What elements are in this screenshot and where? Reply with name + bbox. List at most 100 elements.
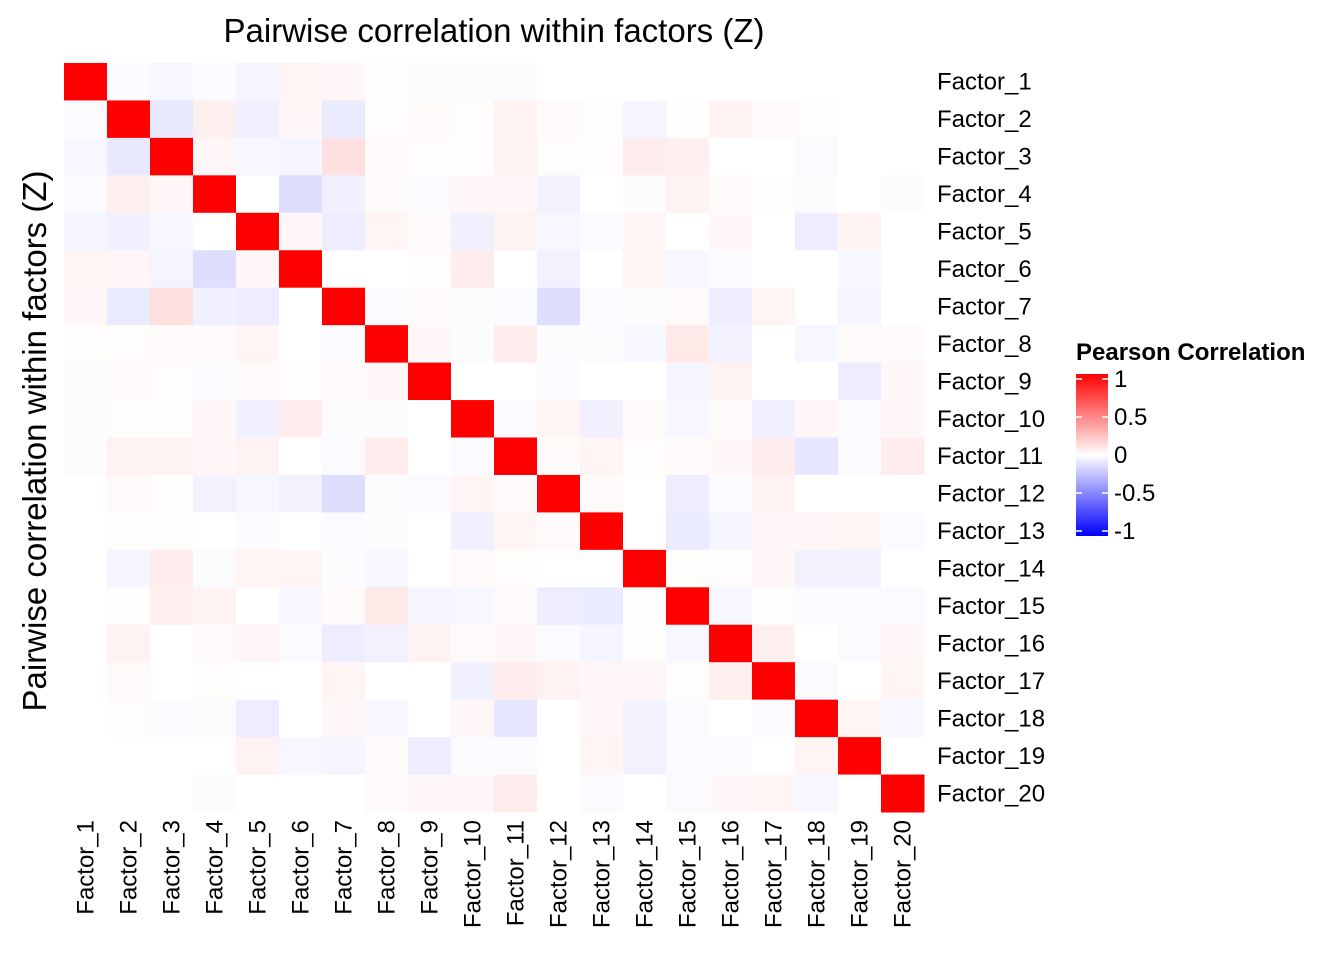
- heatmap-cell: [838, 737, 882, 776]
- heatmap-cell: [236, 100, 280, 139]
- heatmap-cell: [709, 250, 753, 289]
- heatmap-cell: [365, 587, 409, 626]
- heatmap-cell: [107, 212, 151, 251]
- heatmap-cell: [64, 549, 108, 588]
- heatmap-cell: [709, 549, 753, 588]
- heatmap-cell: [365, 362, 409, 401]
- heatmap-cell: [494, 362, 538, 401]
- heatmap-cell: [150, 549, 194, 588]
- heatmap-cell: [709, 774, 753, 813]
- heatmap-cell: [322, 512, 366, 551]
- heatmap-cell: [408, 587, 452, 626]
- heatmap-cell: [537, 100, 581, 139]
- heatmap-cell: [107, 587, 151, 626]
- column-label: Factor_4: [202, 820, 229, 915]
- heatmap-cell: [580, 549, 624, 588]
- heatmap-cell: [752, 437, 796, 476]
- heatmap-cell: [666, 287, 710, 326]
- heatmap-cell: [408, 662, 452, 701]
- heatmap-cell: [494, 100, 538, 139]
- column-label: Factor_16: [718, 820, 745, 928]
- heatmap-cell: [580, 212, 624, 251]
- heatmap-cell: [408, 137, 452, 176]
- heatmap-cell: [881, 699, 925, 738]
- heatmap-cell: [623, 325, 667, 364]
- heatmap-cell: [709, 287, 753, 326]
- heatmap-cell: [451, 137, 495, 176]
- heatmap-cell: [752, 325, 796, 364]
- heatmap-cell: [279, 774, 323, 813]
- heatmap-cell: [322, 100, 366, 139]
- heatmap-cell: [838, 662, 882, 701]
- heatmap-cell: [666, 250, 710, 289]
- heatmap-cell: [881, 325, 925, 364]
- heatmap-cell: [322, 250, 366, 289]
- heatmap-cell: [580, 437, 624, 476]
- heatmap-cell: [236, 512, 280, 551]
- heatmap-cell: [838, 325, 882, 364]
- heatmap-cell: [537, 774, 581, 813]
- heatmap-cell: [623, 437, 667, 476]
- heatmap-cell: [623, 100, 667, 139]
- heatmap-cell: [709, 624, 753, 663]
- heatmap-cell: [64, 212, 108, 251]
- heatmap-cell: [107, 400, 151, 438]
- heatmap-cell: [881, 175, 925, 214]
- heatmap-cell: [64, 137, 108, 176]
- heatmap-cell: [537, 175, 581, 214]
- heatmap-cell: [752, 137, 796, 176]
- heatmap-cell: [838, 624, 882, 663]
- heatmap-cell: [666, 437, 710, 476]
- heatmap-cell: [537, 325, 581, 364]
- heatmap-cell: [795, 325, 839, 364]
- heatmap-cell: [193, 549, 237, 588]
- heatmap-cell: [709, 737, 753, 776]
- heatmap-cell: [150, 662, 194, 701]
- legend-tick-label: -0.5: [1114, 480, 1155, 507]
- heatmap-cell: [150, 587, 194, 626]
- heatmap-cell: [193, 325, 237, 364]
- row-label: Factor_13: [937, 518, 1045, 545]
- heatmap-cell: [150, 400, 194, 438]
- heatmap-cell: [107, 362, 151, 401]
- heatmap-cell: [623, 287, 667, 326]
- heatmap-cell: [150, 250, 194, 289]
- heatmap-cell: [666, 512, 710, 551]
- heatmap-cell: [193, 287, 237, 326]
- heatmap-cell: [64, 362, 108, 401]
- heatmap-cell: [236, 400, 280, 438]
- heatmap-cell: [236, 549, 280, 588]
- heatmap-cell: [494, 137, 538, 176]
- heatmap-cell: [580, 137, 624, 176]
- heatmap-cell: [537, 587, 581, 626]
- heatmap-cell: [709, 512, 753, 551]
- row-label: Factor_7: [937, 293, 1032, 320]
- heatmap-cell: [881, 437, 925, 476]
- heatmap-cell: [752, 587, 796, 626]
- heatmap-cell: [580, 512, 624, 551]
- heatmap-cell: [623, 250, 667, 289]
- heatmap-cell: [666, 587, 710, 626]
- heatmap-cell: [451, 63, 495, 101]
- heatmap-cell: [451, 699, 495, 738]
- heatmap-cell: [107, 549, 151, 588]
- heatmap-cell: [236, 63, 280, 101]
- heatmap-cell: [709, 100, 753, 139]
- heatmap-cell: [795, 737, 839, 776]
- heatmap-cell: [236, 250, 280, 289]
- heatmap-cell: [580, 774, 624, 813]
- heatmap-cell: [408, 474, 452, 513]
- column-label: Factor_9: [417, 820, 444, 915]
- heatmap-cell: [795, 175, 839, 214]
- heatmap-cell: [107, 437, 151, 476]
- row-label: Factor_12: [937, 481, 1045, 508]
- heatmap-cell: [408, 63, 452, 101]
- heatmap-cell: [451, 100, 495, 139]
- heatmap-cell: [494, 512, 538, 551]
- heatmap-cell: [881, 287, 925, 326]
- heatmap-cell: [709, 587, 753, 626]
- heatmap-cell: [322, 774, 366, 813]
- heatmap-cell: [322, 437, 366, 476]
- row-label: Factor_2: [937, 106, 1032, 133]
- heatmap-cell: [365, 474, 409, 513]
